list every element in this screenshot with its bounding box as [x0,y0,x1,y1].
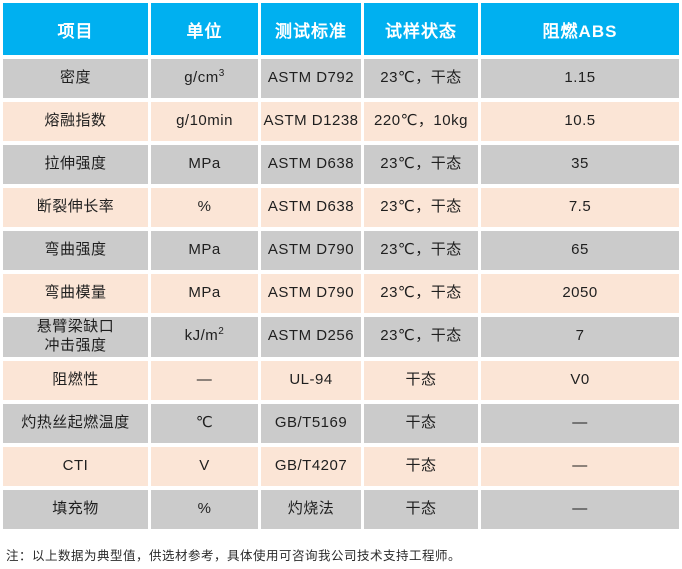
cell-condition: 23℃，干态 [364,270,481,313]
cell-standard: ASTM D792 [261,55,364,98]
cell-value: 65 [481,227,679,270]
cell-standard: ASTM D790 [261,227,364,270]
table-row: 密度 g/cm3 ASTM D792 23℃，干态 1.15 [3,55,679,98]
table-row: 弯曲模量 MPa ASTM D790 23℃，干态 2050 [3,270,679,313]
cell-item: CTI [3,442,151,486]
cell-standard: 灼烧法 [261,485,364,529]
cell-item: 弯曲模量 [3,270,151,313]
table-body: 密度 g/cm3 ASTM D792 23℃，干态 1.15 熔融指数 g/10… [3,55,679,529]
cell-condition: 23℃，干态 [364,227,481,270]
cell-standard: GB/T5169 [261,399,364,443]
cell-standard: ASTM D638 [261,184,364,227]
cell-condition: 干态 [364,356,481,400]
column-header-standard: 测试标准 [261,3,364,55]
cell-condition: 23℃，干态 [364,184,481,227]
cell-item: 阻燃性 [3,356,151,400]
cell-value: 1.15 [481,55,679,98]
cell-standard: ASTM D790 [261,270,364,313]
cell-condition: 干态 [364,442,481,486]
cell-unit: V [151,442,261,486]
cell-unit: MPa [151,141,261,184]
table-row: 灼热丝起燃温度 ℃ GB/T5169 干态 — [3,399,679,443]
cell-unit: % [151,184,261,227]
table-row: 断裂伸长率 % ASTM D638 23℃，干态 7.5 [3,184,679,227]
cell-value: V0 [481,356,679,400]
cell-item: 悬臂梁缺口 冲击强度 [3,313,151,357]
cell-item: 灼热丝起燃温度 [3,399,151,443]
column-header-material: 阻燃ABS [481,3,679,55]
table-row: 弯曲强度 MPa ASTM D790 23℃，干态 65 [3,227,679,270]
cell-unit: ℃ [151,399,261,443]
cell-standard: UL-94 [261,356,364,400]
table-row: 悬臂梁缺口 冲击强度 kJ/m2 ASTM D256 23℃，干态 7 [3,313,679,357]
cell-condition: 干态 [364,485,481,529]
cell-item: 断裂伸长率 [3,184,151,227]
table-row: 阻燃性 — UL-94 干态 V0 [3,356,679,400]
cell-condition: 220℃，10kg [364,98,481,141]
cell-value: 2050 [481,270,679,313]
cell-value: — [481,442,679,486]
cell-unit: % [151,485,261,529]
footnote: 注：以上数据为典型值，供选材参考，具体使用可咨询我公司技术支持工程师。 [6,548,462,563]
cell-condition: 23℃，干态 [364,55,481,98]
cell-unit: MPa [151,270,261,313]
cell-value: 7 [481,313,679,357]
cell-unit: kJ/m2 [151,313,261,357]
column-header-condition: 试样状态 [364,3,481,55]
cell-value: — [481,485,679,529]
cell-item: 弯曲强度 [3,227,151,270]
cell-condition: 23℃，干态 [364,141,481,184]
header-row: 项目 单位 测试标准 试样状态 阻燃ABS [3,3,679,55]
cell-standard: GB/T4207 [261,442,364,486]
cell-unit: g/cm3 [151,55,261,98]
cell-condition: 23℃，干态 [364,313,481,357]
table-row: 填充物 % 灼烧法 干态 — [3,485,679,529]
cell-value: — [481,399,679,443]
column-header-item: 项目 [3,3,151,55]
cell-unit: MPa [151,227,261,270]
cell-item: 熔融指数 [3,98,151,141]
cell-unit: g/10min [151,98,261,141]
cell-value: 7.5 [481,184,679,227]
cell-value: 10.5 [481,98,679,141]
cell-standard: ASTM D256 [261,313,364,357]
cell-unit: — [151,356,261,400]
cell-item: 拉伸强度 [3,141,151,184]
column-header-unit: 单位 [151,3,261,55]
cell-standard: ASTM D638 [261,141,364,184]
cell-item: 填充物 [3,485,151,529]
table-row: CTI V GB/T4207 干态 — [3,442,679,486]
cell-condition: 干态 [364,399,481,443]
cell-standard: ASTM D1238 [261,98,364,141]
cell-value: 35 [481,141,679,184]
material-spec-table: 项目 单位 测试标准 试样状态 阻燃ABS 密度 g/cm3 ASTM D792… [3,3,679,529]
cell-item: 密度 [3,55,151,98]
table-row: 拉伸强度 MPa ASTM D638 23℃，干态 35 [3,141,679,184]
table-row: 熔融指数 g/10min ASTM D1238 220℃，10kg 10.5 [3,98,679,141]
